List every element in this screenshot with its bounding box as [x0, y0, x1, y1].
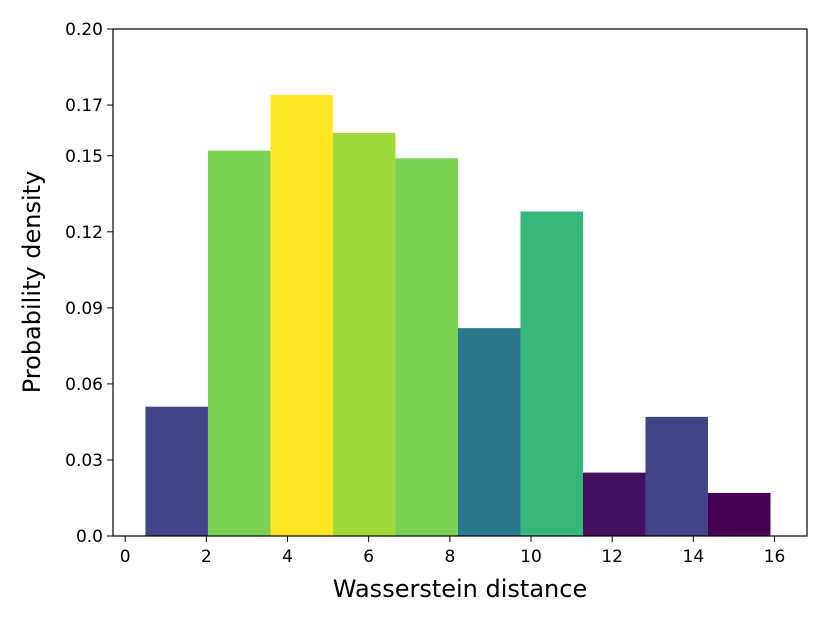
x-tick-label: 4	[282, 547, 293, 567]
y-axis-label: Probability density	[18, 171, 46, 394]
x-tick-label: 2	[201, 547, 212, 567]
histogram-bar-4	[332, 132, 396, 536]
x-tick-label: 10	[520, 547, 542, 567]
y-tick-label: 0.12	[65, 223, 103, 243]
histogram-bar-8	[582, 472, 646, 536]
x-axis-label: Wasserstein distance	[333, 575, 587, 603]
histogram-bar-10	[707, 492, 771, 536]
y-tick-label: 0.15	[65, 147, 103, 167]
histogram-bar-7	[520, 211, 583, 536]
y-tick-label: 0.20	[65, 20, 103, 40]
plot-frame	[112, 28, 808, 537]
x-tick-label: 16	[764, 547, 786, 567]
histogram-bar-3	[270, 94, 333, 536]
x-tick-label: 6	[363, 547, 374, 567]
y-tick-label: 0.06	[65, 375, 103, 395]
x-tick-label: 14	[683, 547, 705, 567]
histogram-bar-2	[207, 150, 271, 536]
y-tick-label: 0.09	[65, 299, 103, 319]
y-tick-label: 0.17	[65, 96, 103, 116]
histogram-bar-6	[457, 328, 521, 536]
x-tick-label: 0	[120, 547, 131, 567]
bars-group	[145, 94, 771, 536]
y-tick-label: 0.0	[76, 527, 103, 547]
histogram-bar-5	[395, 158, 458, 536]
x-tick-label: 12	[601, 547, 623, 567]
histogram-bar-1	[145, 406, 208, 536]
y-tick-label: 0.03	[65, 451, 103, 471]
y-axis-ticks: 0.0 0.03 0.06 0.09 0.12 0.15 0.17 0.20	[65, 20, 113, 547]
histogram-bar-9	[645, 416, 708, 536]
x-axis-ticks: 0 2 4 6 8 10 12 14 16	[120, 536, 786, 567]
x-tick-label: 8	[444, 547, 455, 567]
